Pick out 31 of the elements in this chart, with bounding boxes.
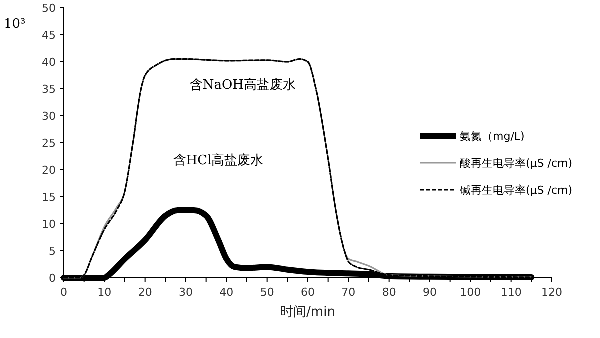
y-tick-label: 5 [49, 245, 56, 258]
y-tick-label: 20 [42, 164, 56, 177]
x-tick-label: 50 [260, 286, 274, 299]
y-tick-label: 40 [42, 56, 56, 69]
y-tick-label: 30 [42, 110, 56, 123]
y-tick-label: 0 [49, 272, 56, 285]
x-tick-label: 40 [220, 286, 234, 299]
x-axis-title: 时间/min [280, 305, 336, 320]
y-tick-label: 25 [42, 137, 56, 150]
y-axis-title: 10³ [4, 17, 26, 32]
legend-label: 氨氮（mg/L) [460, 130, 525, 143]
x-tick-label: 20 [138, 286, 152, 299]
x-tick-label: 30 [179, 286, 193, 299]
x-tick-label: 60 [301, 286, 315, 299]
x-tick-label: 10 [98, 286, 112, 299]
y-tick-label: 45 [42, 29, 56, 42]
annotation: 含HCl高盐废水 [173, 152, 264, 169]
legend-label: 碱再生电导率(μS /cm) [460, 184, 573, 197]
x-tick-label: 0 [60, 286, 68, 299]
y-tick-label: 50 [42, 2, 56, 15]
y-tick-label: 15 [42, 191, 56, 204]
x-tick-label: 90 [423, 286, 437, 299]
y-tick-label: 10 [42, 218, 56, 231]
y-tick-label: 35 [42, 83, 56, 96]
x-tick-label: 110 [500, 286, 522, 299]
x-tick-label: 120 [542, 286, 562, 299]
x-tick-label: 100 [460, 286, 482, 299]
x-tick-label: 70 [342, 286, 356, 299]
x-tick-label: 80 [382, 286, 396, 299]
annotation: 含NaOH高盐废水 [190, 77, 296, 93]
legend-label: 酸再生电导率(μS /cm) [460, 157, 573, 170]
